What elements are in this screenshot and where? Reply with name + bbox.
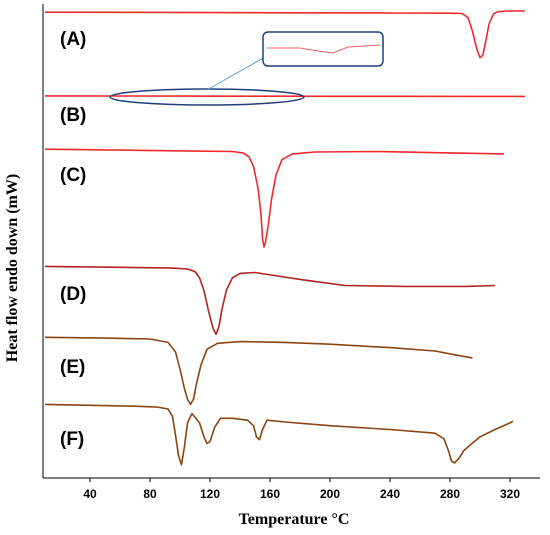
zoom-inset [109, 31, 384, 106]
x-tick-label: 280 [440, 487, 460, 501]
curve-b [44, 95, 525, 98]
x-tick-label: 80 [143, 487, 157, 501]
x-tick-label: 200 [320, 487, 340, 501]
curve-labels: (A) (B) (C) (D) (E) (F) [60, 29, 86, 450]
curve-c [44, 148, 505, 248]
curve-label-a: (A) [60, 29, 86, 50]
x-axis-title: Temperature °C [239, 511, 350, 528]
y-axis-title: Heat flow endo down (mW) [4, 174, 21, 362]
plot-area: 40 80 120 160 200 240 280 320 (A) (B) (C) (D) (E) (F… [42, 4, 540, 501]
curve-label-e: (E) [60, 357, 85, 378]
curve-label-f: (F) [60, 429, 84, 450]
curve-f [44, 403, 514, 466]
curve-e [44, 336, 473, 406]
zoom-inset-box [262, 31, 384, 67]
zoom-inset-curve [267, 44, 381, 54]
x-ticks: 40 80 120 160 200 240 280 320 [83, 478, 520, 501]
x-tick-label: 320 [500, 487, 520, 501]
x-tick-label: 160 [260, 487, 280, 501]
curve-label-b: (B) [60, 105, 86, 126]
zoom-ellipse [109, 88, 305, 106]
curve-a [44, 10, 525, 59]
curve-label-c: (C) [60, 165, 86, 186]
curves [44, 10, 525, 466]
x-tick-label: 120 [200, 487, 220, 501]
x-tick-label: 240 [380, 487, 400, 501]
curve-label-d: (D) [60, 284, 86, 305]
x-tick-label: 40 [83, 487, 97, 501]
curve-d [44, 265, 496, 336]
zoom-connector [206, 56, 266, 91]
